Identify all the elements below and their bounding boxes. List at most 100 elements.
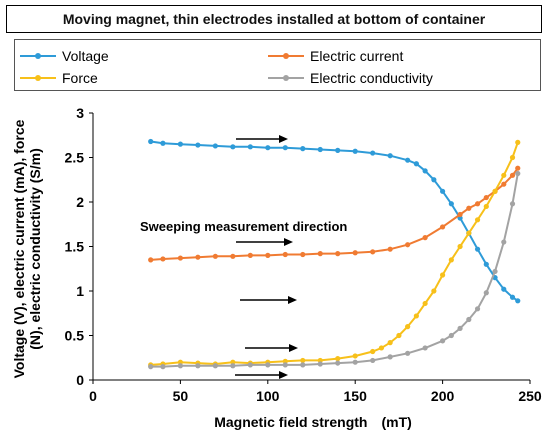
legend-label: Force — [62, 70, 98, 86]
data-point-electric-conductivity — [501, 239, 507, 245]
data-point-electric-current — [474, 201, 481, 207]
legend-entry-voltage: Voltage — [20, 48, 109, 64]
data-point-force — [492, 188, 498, 194]
data-point-voltage — [148, 138, 154, 145]
data-point-force — [466, 230, 472, 236]
data-point-electric-current — [466, 205, 472, 211]
x-tick-label: 100 — [256, 388, 280, 404]
data-point-force — [300, 357, 306, 364]
data-point-force — [352, 353, 358, 359]
data-point-electric-conductivity — [457, 325, 463, 331]
y-tick-label: 0.5 — [65, 328, 85, 344]
series-voltage — [148, 138, 521, 304]
legend — [14, 39, 541, 91]
y-tick-label: 0 — [76, 372, 84, 388]
x-tick-label: 150 — [344, 388, 368, 404]
y-axis-label-line-2: (N), electric conductivity (S/m) — [27, 148, 43, 349]
data-point-electric-conductivity — [195, 363, 201, 369]
data-point-electric-current — [405, 242, 411, 248]
data-point-electric-conductivity — [212, 363, 218, 369]
legend-entry-electric-conductivity: Electric conductivity — [268, 70, 433, 86]
direction-arrow — [236, 135, 288, 143]
data-point-force — [501, 172, 507, 178]
data-point-voltage — [501, 286, 507, 292]
data-point-voltage — [317, 146, 323, 153]
data-point-force — [405, 324, 411, 330]
legend-swatch-marker — [35, 75, 41, 81]
legend-entry-force: Force — [20, 70, 98, 86]
data-point-electric-conductivity — [282, 362, 288, 368]
data-point-force — [396, 332, 402, 339]
data-point-electric-current — [247, 252, 253, 258]
y-tick-label: 1 — [76, 283, 84, 299]
data-point-voltage — [405, 157, 411, 163]
data-point-force — [431, 288, 437, 294]
annotation-label: Sweeping measurement direction — [140, 219, 347, 234]
data-point-electric-current — [422, 235, 428, 241]
data-point-electric-current — [387, 246, 393, 252]
data-point-voltage — [387, 153, 393, 159]
series-electric-current — [148, 165, 521, 263]
data-point-electric-conductivity — [509, 201, 516, 207]
data-point-electric-current — [230, 253, 236, 259]
legend-label: Electric conductivity — [310, 70, 433, 86]
data-point-voltage — [212, 143, 218, 149]
data-point-voltage — [230, 144, 236, 150]
data-point-force — [474, 217, 481, 223]
data-point-voltage — [177, 141, 183, 147]
legend-swatch-marker — [35, 53, 41, 59]
x-tick-label: 250 — [518, 388, 542, 404]
data-point-voltage — [370, 150, 376, 156]
data-point-electric-conductivity — [300, 362, 306, 368]
data-point-electric-current — [370, 249, 376, 255]
data-point-electric-current — [148, 257, 154, 263]
data-point-electric-conductivity — [177, 363, 183, 369]
x-axis-label: Magnetic field strength (mT) — [214, 414, 412, 430]
data-point-voltage — [247, 144, 253, 150]
legend-label: Voltage — [62, 48, 109, 64]
data-point-force — [483, 203, 489, 210]
data-point-electric-current — [317, 251, 323, 257]
series-line-electric-current — [150, 167, 519, 261]
data-point-voltage — [448, 201, 454, 207]
data-point-electric-current — [335, 251, 341, 257]
data-point-force — [457, 243, 463, 250]
data-point-electric-current — [483, 194, 489, 201]
x-tick-label: 200 — [431, 388, 455, 404]
data-point-electric-current — [160, 256, 166, 262]
data-point-voltage — [515, 298, 521, 304]
y-tick-label: 2.5 — [65, 150, 85, 166]
data-point-force — [317, 357, 323, 364]
data-point-electric-current — [177, 255, 183, 261]
x-tick-label: 0 — [89, 388, 97, 404]
data-point-electric-conductivity — [265, 362, 271, 368]
data-point-electric-conductivity — [422, 345, 428, 351]
data-point-electric-conductivity — [515, 170, 521, 177]
data-point-force — [515, 139, 521, 145]
data-point-force — [230, 359, 236, 365]
data-point-force — [440, 272, 446, 278]
data-point-voltage — [483, 261, 489, 267]
data-point-force — [370, 348, 376, 355]
y-tick-label: 3 — [76, 105, 84, 121]
data-point-electric-current — [352, 250, 358, 256]
data-point-voltage — [265, 145, 271, 151]
direction-arrow — [235, 371, 288, 379]
data-point-force — [335, 356, 341, 362]
data-point-force — [509, 154, 516, 161]
direction-arrow — [236, 238, 293, 246]
data-point-force — [378, 345, 385, 351]
legend-swatch-marker — [283, 53, 289, 59]
data-point-electric-current — [515, 165, 521, 171]
data-point-voltage — [474, 246, 481, 252]
data-point-voltage — [422, 168, 428, 174]
data-point-force — [282, 358, 288, 364]
data-point-electric-conductivity — [474, 306, 481, 312]
data-point-electric-conductivity — [483, 290, 489, 296]
y-tick-label: 1.5 — [65, 239, 85, 255]
data-point-electric-conductivity — [492, 268, 498, 275]
data-point-voltage — [431, 177, 437, 183]
data-point-electric-conductivity — [370, 357, 376, 364]
data-point-electric-conductivity — [160, 364, 166, 370]
